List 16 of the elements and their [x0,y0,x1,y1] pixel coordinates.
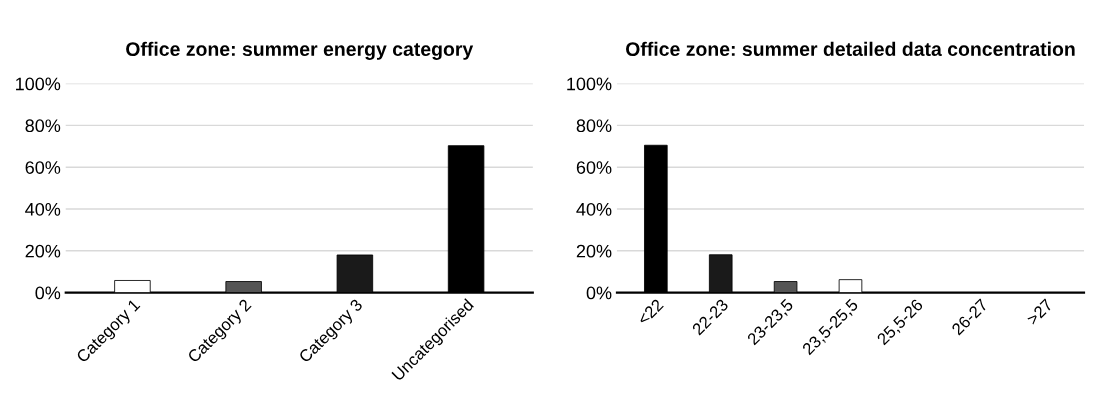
y-tick-label: 0% [35,286,61,300]
y-tick-label: 40% [25,202,61,216]
y-tick-label: 60% [576,161,612,174]
y-tick-label: 80% [576,119,612,133]
y-tick-label: 100% [16,77,61,91]
x-tick-label: >27 [1026,298,1054,326]
x-tick-label: <22 [636,298,664,326]
chart-title: Office zone: summer energy category [126,41,474,60]
y-tick-label: 40% [576,202,612,216]
y-tick-label: 0% [586,286,612,300]
y-tick-label: 80% [25,119,61,133]
y-tick-label: 20% [576,244,612,258]
y-tick-label: 60% [25,161,61,174]
y-tick-label: 20% [25,244,61,258]
chart-title: Office zone: summer detailed data concentration [626,41,1075,57]
y-tick-label: 100% [567,77,612,91]
